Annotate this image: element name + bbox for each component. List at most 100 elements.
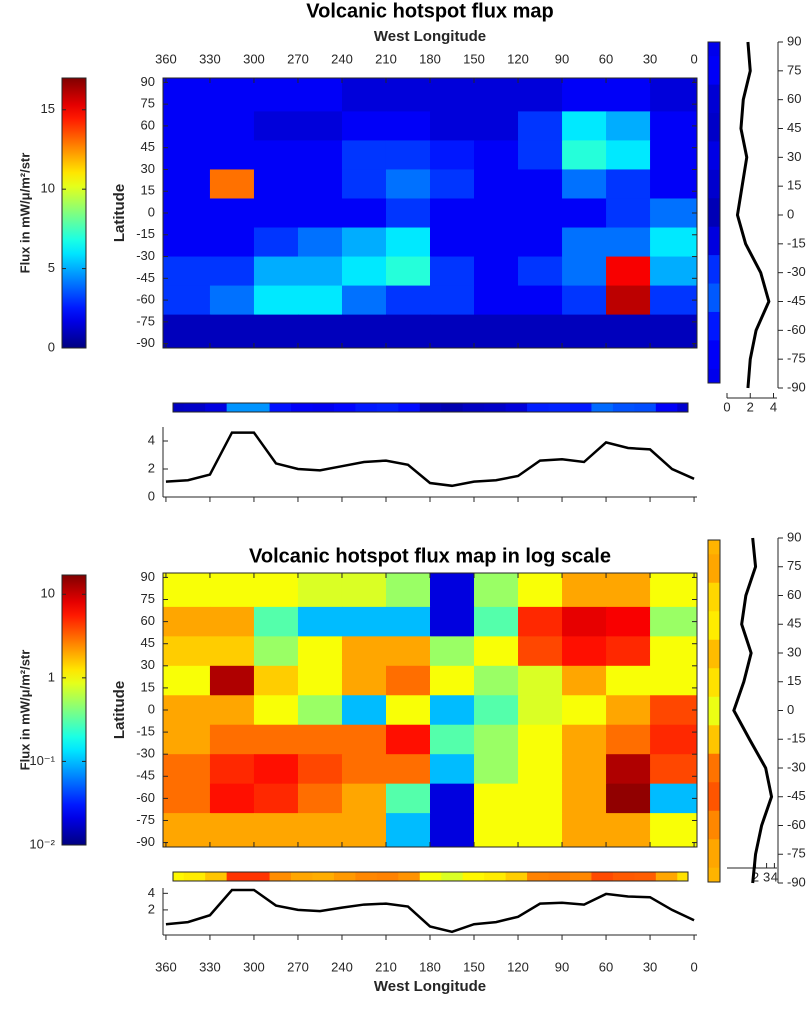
x-tick-label: 300 (243, 51, 265, 66)
heatmap-cell (297, 169, 343, 199)
lat-profile-x-tick-label: 2 (752, 869, 759, 884)
heatmap-cell (163, 314, 211, 349)
lat-strip-cell (708, 226, 720, 256)
heatmap-cell (253, 606, 299, 637)
heatmap-cell (341, 285, 387, 316)
heatmap-cell (474, 636, 519, 667)
lat-strip-cell (708, 782, 720, 812)
heatmap-cell (297, 813, 343, 848)
x-tick-label: 60 (599, 51, 613, 66)
heatmap-cell (341, 665, 387, 696)
heatmap-cell (385, 573, 431, 608)
heatmap-cell (163, 636, 211, 667)
lon-strip-cell (441, 403, 464, 412)
heatmap-cell (518, 636, 563, 667)
heatmap-cell (385, 140, 431, 170)
x-tick-label: 270 (287, 959, 309, 974)
heatmap-cell (474, 227, 519, 258)
lat-profile-tick-label: -30 (787, 264, 806, 279)
heatmap-cell (474, 754, 519, 785)
heatmap-cell (606, 140, 651, 170)
heatmap-cell (341, 227, 387, 258)
y-tick-label: 60 (141, 117, 155, 132)
lat-profile-tick-label: -45 (787, 788, 806, 803)
lon-strip-cell (173, 872, 185, 881)
lat-profile-tick-label: -75 (787, 351, 806, 366)
lon-strip-cell (376, 403, 399, 412)
x-tick-label: 240 (331, 51, 353, 66)
lat-strip-cell (708, 611, 720, 641)
y-tick-label: 30 (141, 161, 155, 176)
lon-strip-cell (312, 872, 335, 881)
heatmap-cell (341, 78, 387, 112)
y-tick-label: 75 (141, 96, 155, 111)
heatmap-cell (650, 140, 698, 170)
y-tick-label: 0 (148, 204, 155, 219)
lon-strip-cell (527, 403, 550, 412)
heatmap-cell (163, 573, 211, 608)
heatmap-cell (209, 665, 255, 696)
x-tick-label: 150 (463, 51, 485, 66)
heatmap-cell (650, 665, 698, 696)
heatmap-cell (297, 783, 343, 814)
y-tick-label: -90 (136, 834, 155, 849)
heatmap-cell (430, 111, 475, 141)
heatmap-cell (253, 636, 299, 667)
x-tick-label: 90 (555, 51, 569, 66)
x-tick-label: 30 (643, 959, 657, 974)
heatmap-cell (163, 665, 211, 696)
x-tick-label: 120 (507, 51, 529, 66)
heatmap-cell (341, 573, 387, 608)
heatmap-cell (209, 198, 255, 229)
y-tick-label: 15 (141, 183, 155, 198)
lat-strip-cell (708, 839, 720, 869)
heatmap-cell (474, 256, 519, 287)
heatmap-cell (650, 695, 698, 726)
y-tick-label: -60 (136, 790, 155, 805)
heatmap-cell (385, 636, 431, 667)
heatmap-cell (518, 256, 563, 287)
heatmap-cell (163, 256, 211, 287)
heatmap-cell (518, 227, 563, 258)
lon-profile-y-tick-label: 2 (148, 901, 155, 916)
lon-strip-cell (205, 403, 228, 412)
heatmap-cell (562, 724, 607, 755)
heatmap-cell (474, 285, 519, 316)
lat-profile-tick-label: -15 (787, 731, 806, 746)
lon-strip-cell (462, 872, 485, 881)
y-tick-label: -75 (136, 313, 155, 328)
heatmap-cell (562, 78, 607, 112)
lon-strip-cell (655, 403, 678, 412)
heatmap-cell (606, 754, 651, 785)
heatmap-cell (253, 285, 299, 316)
heatmap-cell (606, 256, 651, 287)
heatmap-cell (341, 636, 387, 667)
lat-profile-tick-label: 15 (787, 178, 801, 193)
lat-strip-cell (708, 753, 720, 783)
heatmap-cell (430, 227, 475, 258)
y-axis-label: Latitude (111, 681, 128, 739)
heatmap-cell (385, 783, 431, 814)
heatmap-cell (253, 78, 299, 112)
heatmap-cell (650, 256, 698, 287)
lon-strip-cell (248, 872, 271, 881)
heatmap-cell (650, 754, 698, 785)
x-tick-label: 360 (155, 51, 177, 66)
lat-profile-tick-label: 45 (787, 616, 801, 631)
heatmap-cell (297, 256, 343, 287)
lon-strip-cell (484, 872, 507, 881)
heatmap-cell (209, 78, 255, 112)
heatmap-cell (163, 78, 211, 112)
lon-strip-cell (612, 403, 635, 412)
chart-title: Volcanic hotspot flux map in log scale (249, 545, 611, 567)
heatmap-cell (253, 256, 299, 287)
lon-profile-y-tick-label: 4 (148, 885, 155, 900)
heatmap-cell (209, 285, 255, 316)
heatmap-cell (606, 573, 651, 608)
lat-strip-cell (708, 582, 720, 612)
heatmap-cell (562, 783, 607, 814)
heatmap-cell (474, 665, 519, 696)
lat-strip-cell (708, 283, 720, 313)
lon-strip-cell (484, 403, 507, 412)
